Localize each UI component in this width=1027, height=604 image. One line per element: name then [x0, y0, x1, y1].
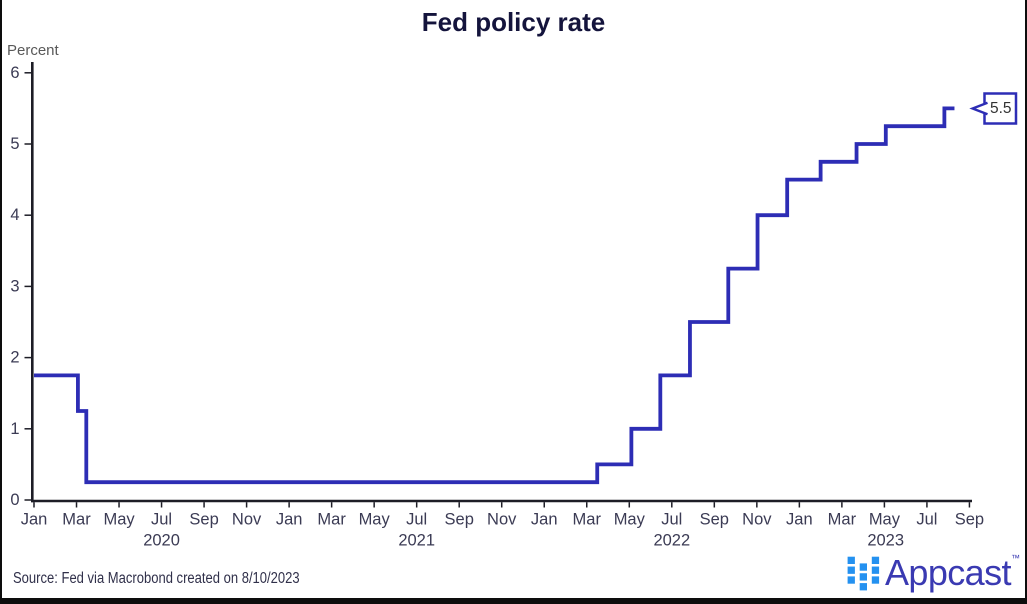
logo-square — [847, 556, 855, 564]
x-tick-label: Jul — [406, 511, 427, 529]
x-tick-label: Nov — [232, 511, 262, 529]
x-tick-label: Jan — [531, 511, 558, 529]
annotation-box — [983, 92, 1018, 125]
chart-title: Fed policy rate — [421, 7, 606, 37]
x-tick-label: Nov — [487, 511, 517, 529]
x-tick-label: May — [869, 511, 901, 529]
x-tick-label: Sep — [189, 511, 218, 529]
x-tick-label: Jan — [21, 511, 48, 529]
x-tick-label: Sep — [445, 511, 474, 529]
y-tick-label: 2 — [10, 349, 19, 367]
y-tick-label: 3 — [10, 277, 19, 295]
x-year-label: 2023 — [867, 532, 904, 550]
x-year-label: 2022 — [653, 532, 690, 550]
x-tick-label: Jul — [151, 511, 172, 529]
annotation-arrow-icon — [969, 101, 988, 116]
logo-square — [859, 563, 867, 571]
x-tick-label: Jan — [786, 511, 813, 529]
logo-square — [859, 583, 867, 591]
x-tick-label: May — [103, 511, 135, 529]
x-tick-label: Jul — [661, 511, 682, 529]
appcast-logo-icon — [847, 556, 880, 591]
frame-border-left — [0, 0, 2, 604]
logo-square — [847, 566, 855, 574]
x-tick-label: Nov — [742, 511, 772, 529]
logo-square — [871, 556, 880, 564]
y-tick-label: 5 — [10, 135, 19, 153]
logo-square — [847, 576, 855, 584]
logo-square — [871, 566, 880, 574]
x-tick-label: Mar — [828, 511, 857, 529]
y-tick-label: 6 — [10, 64, 19, 82]
appcast-logo-tm-icon: ™ — [1011, 553, 1020, 563]
logo-square — [859, 573, 867, 581]
x-tick-label: Jul — [916, 511, 937, 529]
logo-square — [871, 576, 880, 584]
appcast-logo-text: Appcast — [885, 552, 1011, 593]
x-tick-label: Mar — [317, 511, 346, 529]
x-tick-label: Mar — [573, 511, 602, 529]
x-tick-label: Jan — [276, 511, 303, 529]
x-tick-label: Sep — [955, 511, 984, 529]
frame-border-bottom — [0, 598, 1027, 604]
y-tick-label: 4 — [10, 206, 19, 224]
x-tick-label: May — [614, 511, 646, 529]
y-tick-label: 1 — [10, 420, 19, 438]
x-year-label: 2021 — [398, 532, 435, 550]
source-note: Source: Fed via Macrobond created on 8/1… — [13, 570, 300, 587]
frame-border-right — [1025, 0, 1027, 604]
fed-rate-step-line — [34, 106, 955, 485]
y-tick-label: 0 — [10, 491, 19, 509]
annotation-label: 5.5 — [990, 100, 1012, 117]
y-axis-title: Percent — [7, 42, 59, 59]
x-tick-label: Mar — [62, 511, 91, 529]
x-year-label: 2020 — [143, 532, 180, 550]
x-tick-label: Sep — [700, 511, 729, 529]
x-tick-label: May — [359, 511, 391, 529]
